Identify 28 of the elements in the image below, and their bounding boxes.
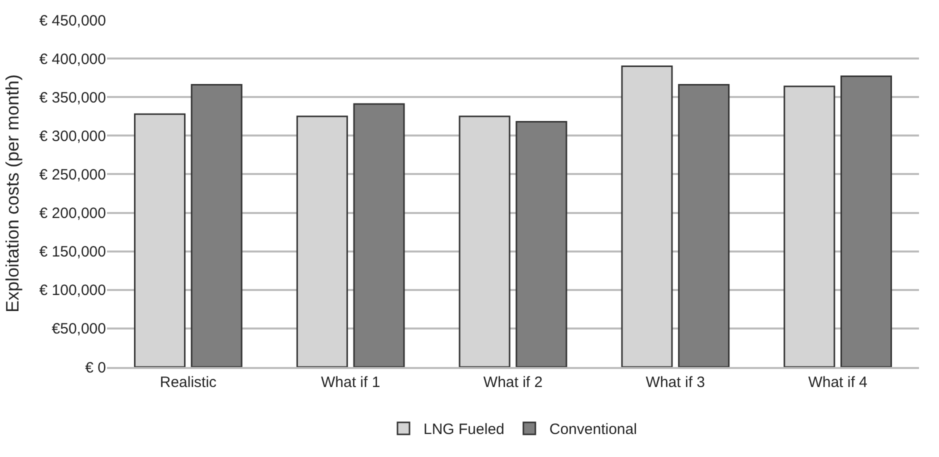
bar xyxy=(134,113,186,367)
bar xyxy=(621,66,673,367)
bar xyxy=(784,86,836,367)
x-tick-label: What if 1 xyxy=(321,374,380,391)
y-tick-label: € 350,000 xyxy=(39,89,106,106)
legend-label: Conventional xyxy=(549,421,637,438)
x-tick-label: What if 2 xyxy=(483,374,543,391)
y-tick-label: € 150,000 xyxy=(39,244,106,261)
y-tick-label: €50,000 xyxy=(52,320,106,338)
y-tick-label: € 400,000 xyxy=(39,50,106,68)
y-tick-label: € 200,000 xyxy=(39,205,106,222)
bar xyxy=(190,84,242,367)
y-tick-label: € 0 xyxy=(85,359,106,376)
x-tick-label: Realistic xyxy=(160,374,218,391)
y-tick-label: € 450,000 xyxy=(39,12,106,30)
x-tick-label: What if 4 xyxy=(808,374,868,391)
bar xyxy=(516,121,568,367)
bar xyxy=(296,116,348,367)
bar xyxy=(840,76,892,367)
y-tick-label: € 100,000 xyxy=(39,282,106,300)
y-tick-label: € 300,000 xyxy=(39,128,106,145)
x-tick-label: What if 3 xyxy=(646,374,705,391)
legend-label: LNG Fueled xyxy=(424,421,504,438)
y-tick-label: € 250,000 xyxy=(39,166,106,184)
bar xyxy=(678,84,730,367)
y-axis-title: Exploitation costs (per month) xyxy=(2,74,22,313)
bar xyxy=(458,116,510,367)
bar xyxy=(353,103,405,367)
